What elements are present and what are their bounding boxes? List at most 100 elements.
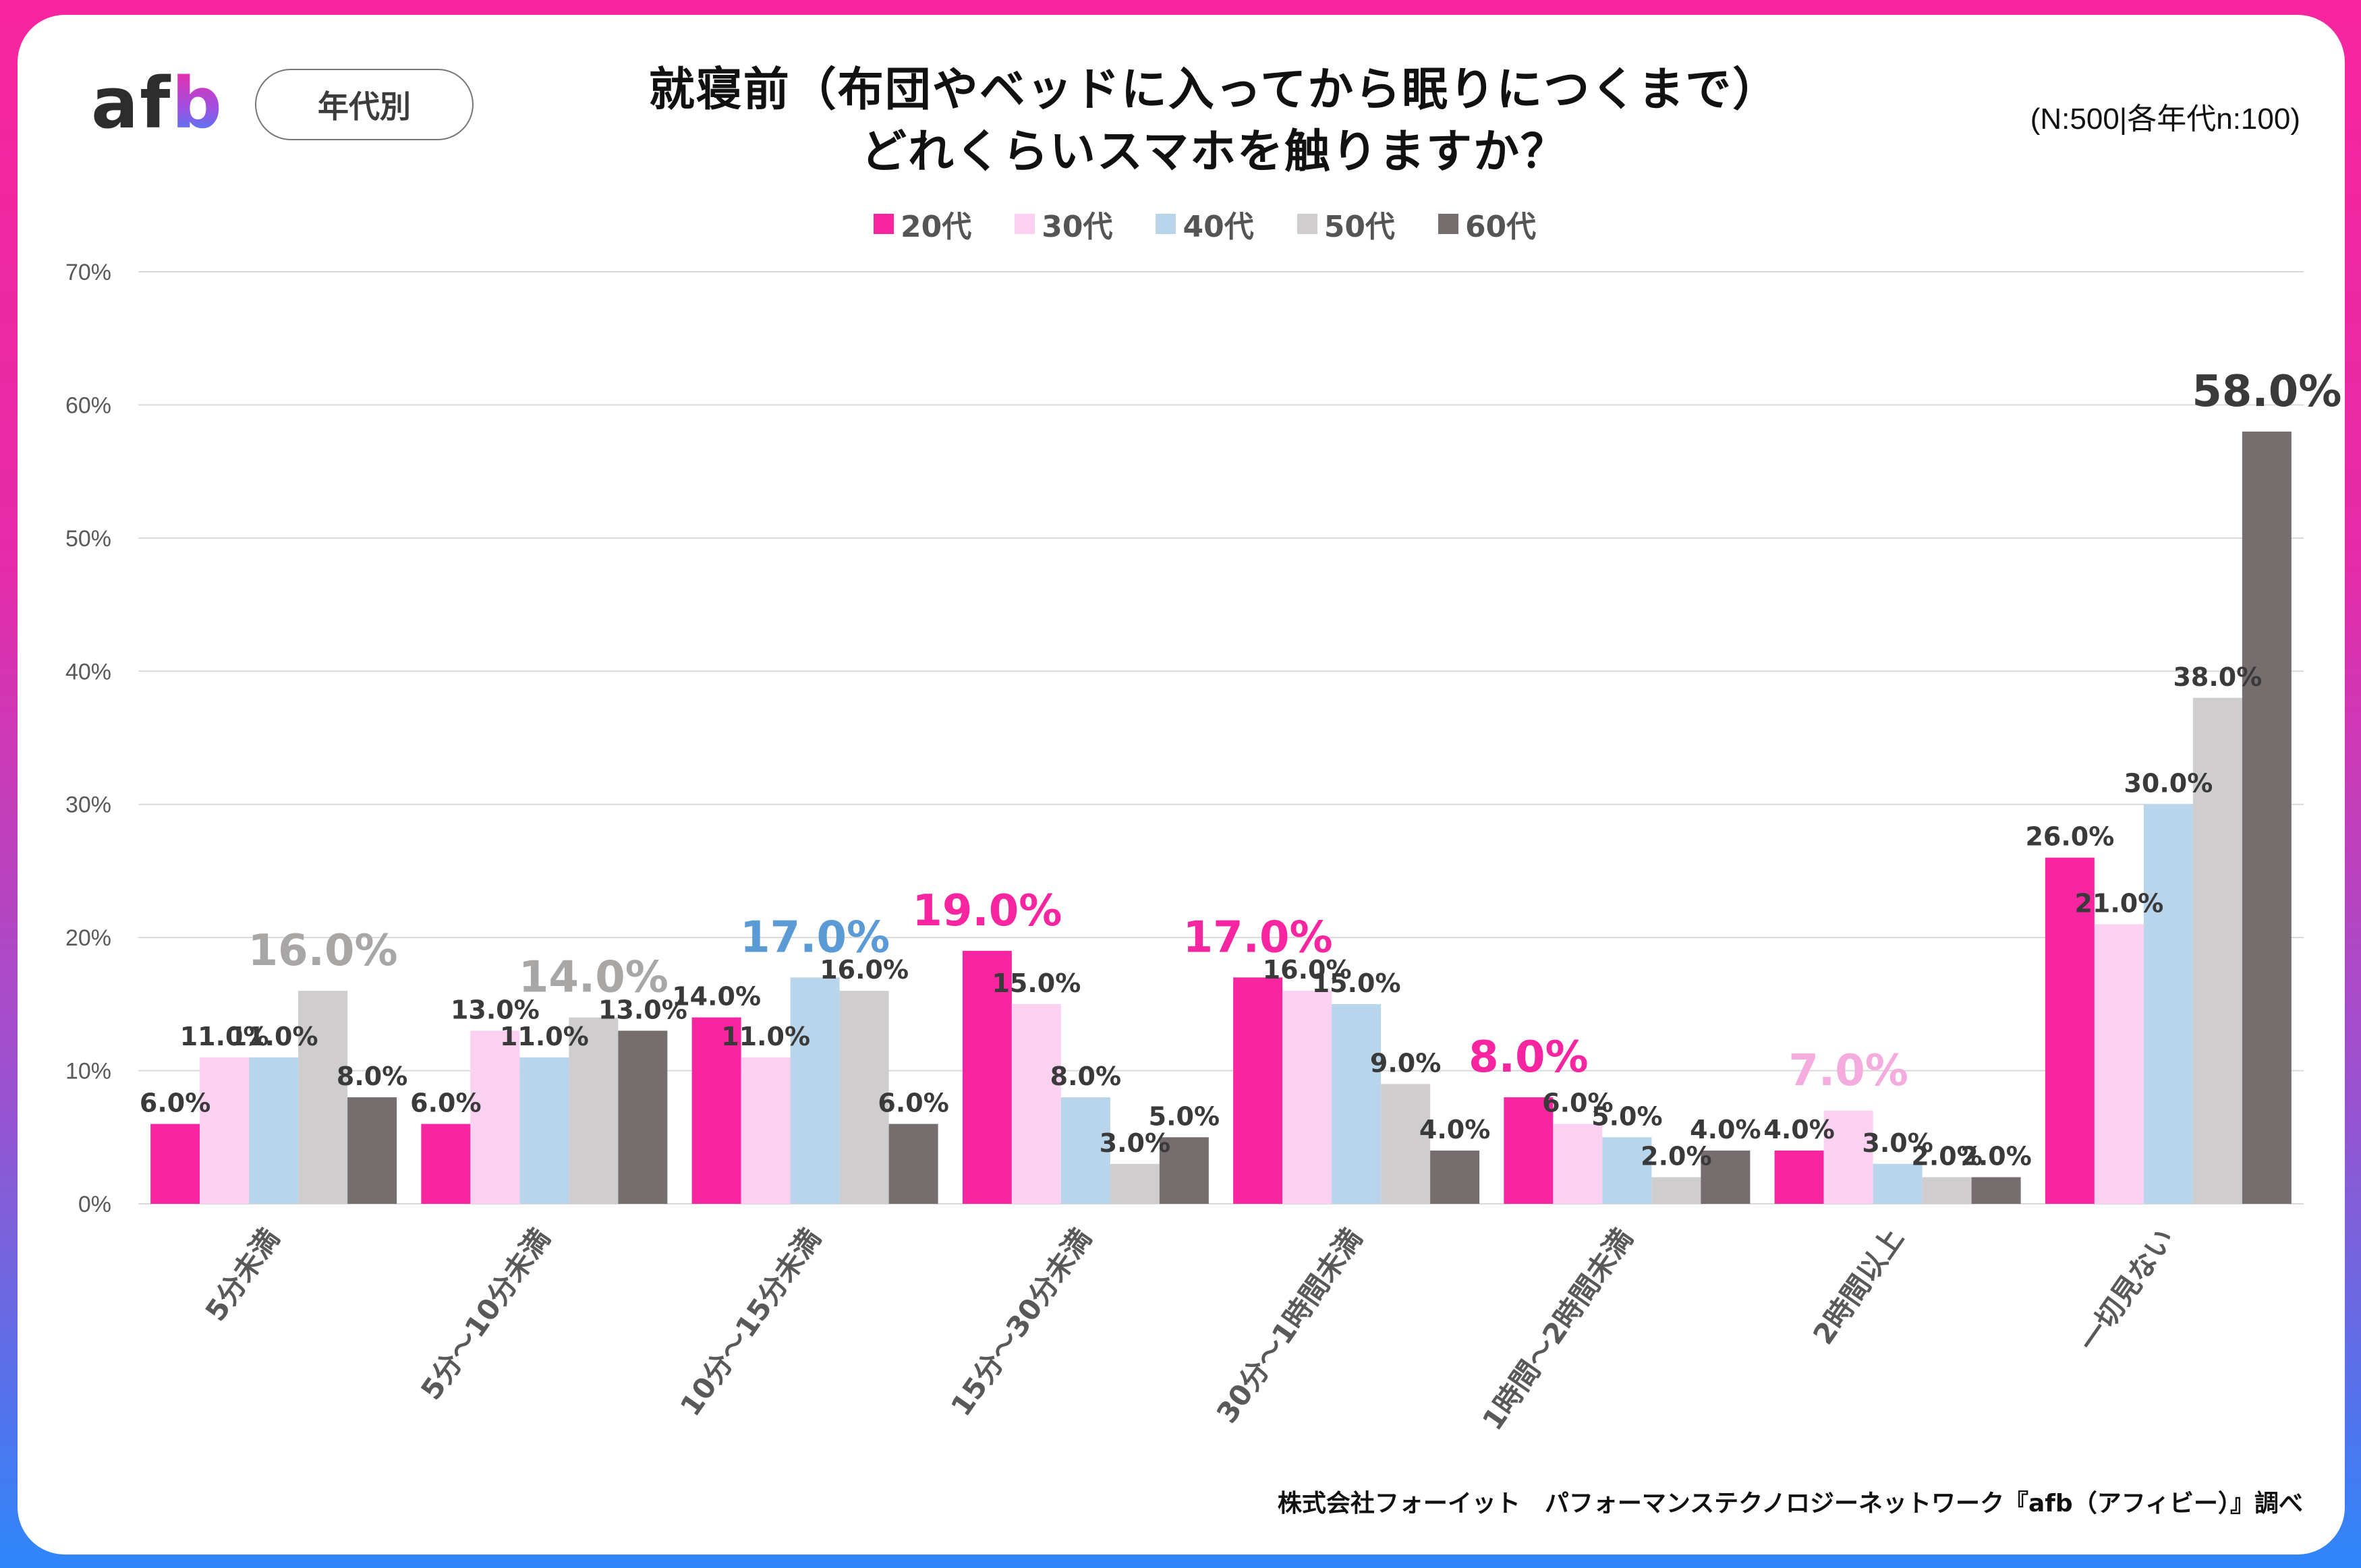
data-label: 3.0% <box>1100 1128 1170 1158</box>
data-label: 15.0% <box>992 968 1081 998</box>
source-credit: 株式会社フォーイット パフォーマンステクノロジーネットワーク『afb（アフィビー… <box>1277 1490 2303 1517</box>
x-axis-ticks: 5分未満 5分～10分未満 10分～15分未満 15分～30分未満 30分～1時間未満 1… <box>199 1223 2181 1436</box>
legend-item-60s: 60代 <box>1438 202 1536 245</box>
data-label: 16.0% <box>1263 955 1352 985</box>
chart-legend: 20代 30代 40代 50代 60代 <box>874 202 1536 245</box>
highlight-data-label: 7.0% <box>1788 1046 1908 1096</box>
bar-30代 <box>1282 991 1332 1204</box>
y-axis-ticks: 0% 10% 20% 30% 40% 50% 60% 70% <box>65 260 111 1217</box>
bar-40代 <box>249 1057 299 1204</box>
bar-50代 <box>298 991 348 1204</box>
bar-30代 <box>200 1057 250 1204</box>
bar-20代 <box>1504 1097 1554 1204</box>
data-label: 8.0% <box>1050 1062 1121 1091</box>
data-label: 5.0% <box>1149 1101 1220 1131</box>
data-label: 15.0% <box>1312 968 1401 998</box>
data-label: 11.0% <box>500 1022 589 1051</box>
legend-label: 20代 <box>901 210 972 244</box>
legend-swatch <box>1015 214 1035 234</box>
highlight-data-label: 14.0% <box>519 953 669 1003</box>
data-label: 11.0% <box>229 1022 318 1051</box>
y-tick-label: 60% <box>65 393 111 418</box>
bar-60代 <box>1159 1137 1209 1204</box>
bar-50代 <box>2192 697 2242 1204</box>
bar-60代 <box>1701 1151 1751 1204</box>
chart-title: 就寝前（布団やベッドに入ってから眠りにつくまで） どれくらいスマホを触りますか？ <box>472 59 1956 183</box>
x-tick-label: 1時間～2時間未満 <box>1476 1223 1639 1436</box>
data-label: 8.0% <box>337 1062 407 1091</box>
bar-30代 <box>1553 1124 1603 1204</box>
bar-30代 <box>2094 924 2144 1204</box>
y-tick-label: 50% <box>65 526 111 552</box>
data-label: 4.0% <box>1763 1115 1834 1144</box>
data-label: 4.0% <box>1690 1115 1761 1144</box>
bar-40代 <box>1602 1137 1652 1204</box>
highlight-data-label: 17.0% <box>1183 912 1333 962</box>
legend-item-30s: 30代 <box>1015 202 1112 245</box>
bar-20代 <box>691 1017 741 1204</box>
logo-text-main: af <box>91 62 172 144</box>
data-label: 2.0% <box>1960 1142 2031 1171</box>
data-label: 16.0% <box>820 955 909 985</box>
highlight-data-label: 8.0% <box>1469 1033 1589 1082</box>
data-label: 2.0% <box>1911 1142 1982 1171</box>
highlight-data-label: 16.0% <box>248 926 398 976</box>
data-label: 11.0% <box>721 1022 810 1051</box>
afb-logo: afb <box>91 68 223 138</box>
bar-50代 <box>1651 1177 1701 1204</box>
legend-swatch <box>1156 214 1176 234</box>
bars <box>150 431 2292 1204</box>
bar-60代 <box>2242 431 2292 1204</box>
data-label: 2.0% <box>1641 1142 1711 1171</box>
bar-40代 <box>519 1057 569 1204</box>
data-label: 6.0% <box>1542 1088 1613 1118</box>
y-tick-label: 10% <box>65 1059 111 1084</box>
sample-size-note: (N:500|各年代n:100) <box>2030 103 2300 136</box>
legend-item-50s: 50代 <box>1297 202 1395 245</box>
data-label: 13.0% <box>598 995 687 1024</box>
legend-item-20s: 20代 <box>874 202 971 245</box>
data-label: 14.0% <box>672 982 761 1012</box>
segment-badge: 年代別 <box>255 69 474 140</box>
bar-40代 <box>790 977 840 1204</box>
data-label: 3.0% <box>1862 1128 1933 1158</box>
x-tick-label: 10分～15分未満 <box>674 1223 828 1422</box>
bar-20代 <box>2045 857 2095 1204</box>
bar-50代 <box>1922 1177 1972 1204</box>
data-labels: 6.0%11.0%11.0%16.0%8.0%6.0%13.0%11.0%14.… <box>140 367 2341 1171</box>
data-label: 38.0% <box>2173 662 2262 692</box>
bar-30代 <box>1011 1004 1061 1204</box>
x-tick-label: 5分～10分未満 <box>414 1223 557 1406</box>
highlight-data-label: 17.0% <box>740 912 890 962</box>
bar-50代 <box>839 991 889 1204</box>
data-label: 26.0% <box>2025 822 2114 852</box>
y-tick-label: 70% <box>65 260 111 285</box>
bar-50代 <box>1381 1084 1431 1204</box>
bar-20代 <box>1233 977 1283 1204</box>
highlight-data-label: 19.0% <box>912 886 1062 936</box>
legend-swatch <box>1297 214 1317 234</box>
y-tick-label: 40% <box>65 659 111 685</box>
y-tick-label: 30% <box>65 792 111 818</box>
bar-50代 <box>1110 1163 1160 1204</box>
legend-label: 60代 <box>1464 210 1537 244</box>
data-label: 4.0% <box>1419 1115 1490 1144</box>
bar-60代 <box>1430 1151 1480 1204</box>
bar-50代 <box>569 1017 619 1204</box>
data-label: 5.0% <box>1591 1101 1662 1131</box>
bar-30代 <box>741 1057 791 1204</box>
data-label: 21.0% <box>2074 888 2163 918</box>
y-tick-label: 20% <box>65 925 111 951</box>
bar-60代 <box>347 1097 397 1204</box>
data-label: 6.0% <box>878 1088 948 1118</box>
x-tick-label: 一切見ない <box>2072 1223 2181 1358</box>
data-label: 11.0% <box>180 1022 269 1051</box>
legend-label: 30代 <box>1042 210 1113 244</box>
legend-item-40s: 40代 <box>1156 202 1254 245</box>
gridlines <box>138 271 2304 1204</box>
x-tick-label: 15分～30分未満 <box>944 1223 1098 1422</box>
bar-40代 <box>1873 1163 1923 1204</box>
bar-40代 <box>2143 804 2193 1204</box>
x-tick-label: 30分～1時間未満 <box>1210 1223 1369 1429</box>
